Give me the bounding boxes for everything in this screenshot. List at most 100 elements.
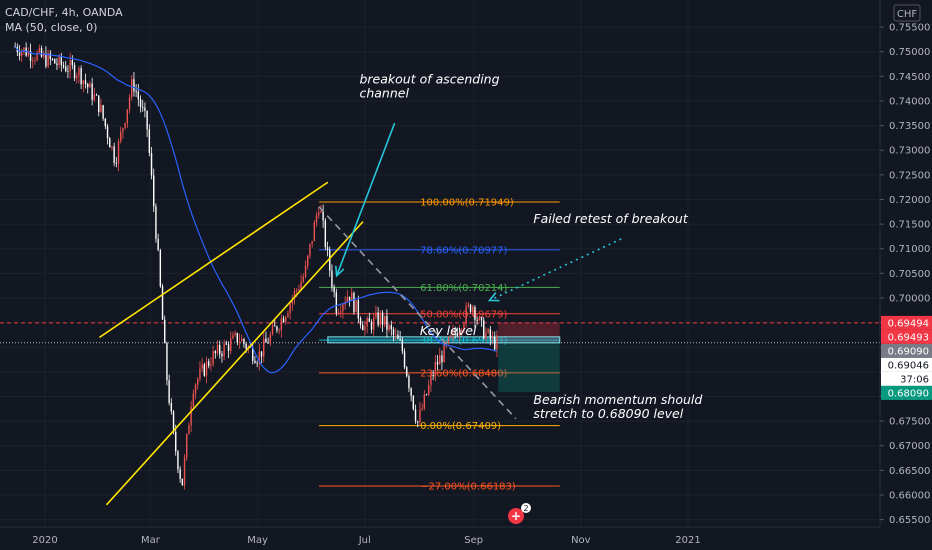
candle-body bbox=[153, 175, 155, 207]
candle-body bbox=[269, 334, 272, 344]
candle-body bbox=[439, 355, 441, 365]
channel-upper-line[interactable] bbox=[99, 181, 329, 339]
retest-arrow[interactable] bbox=[489, 238, 622, 302]
candle-body bbox=[263, 338, 265, 357]
candle-body bbox=[106, 126, 109, 139]
price-axis[interactable] bbox=[880, 0, 932, 550]
candle-body bbox=[146, 110, 148, 130]
candle-body bbox=[447, 336, 450, 343]
drawings[interactable] bbox=[99, 122, 622, 506]
currency-badge[interactable] bbox=[893, 4, 921, 22]
candle-body bbox=[177, 451, 179, 470]
candle-body bbox=[54, 59, 56, 64]
channel-lower-line[interactable] bbox=[105, 221, 364, 506]
candle-body bbox=[309, 244, 311, 256]
annotation-breakout[interactable]: breakout of ascending channel bbox=[359, 72, 499, 101]
candle-body bbox=[21, 50, 23, 56]
candle-body bbox=[302, 276, 305, 282]
candle-body bbox=[390, 325, 393, 330]
candle-body bbox=[494, 337, 496, 350]
candle-body bbox=[256, 362, 258, 364]
candle-body bbox=[399, 338, 401, 341]
candle-body bbox=[100, 105, 102, 112]
candle-body bbox=[142, 106, 144, 108]
breakout-arrow-head[interactable] bbox=[334, 265, 345, 278]
x-axis-ticks: 2020 Mar May Jul Sep Nov 2021 bbox=[32, 535, 700, 546]
breakout-arrow[interactable] bbox=[335, 122, 396, 277]
candle-body bbox=[150, 153, 153, 176]
candle-body bbox=[241, 338, 243, 342]
candle-body bbox=[282, 318, 285, 323]
candle-body bbox=[485, 332, 487, 339]
candle-body bbox=[434, 362, 437, 376]
candle-body bbox=[166, 343, 168, 381]
y-tick-label: 0.71500 bbox=[889, 220, 930, 231]
candle-body bbox=[478, 317, 481, 321]
candle-body bbox=[139, 99, 142, 107]
retest-arrow-head[interactable] bbox=[487, 292, 500, 302]
x-tick-label: Mar bbox=[141, 535, 161, 546]
candle-body bbox=[238, 341, 241, 343]
symbol-title[interactable]: CAD/CHF, 4h, OANDA bbox=[5, 6, 123, 19]
candle-body bbox=[243, 338, 245, 344]
candle-body bbox=[32, 60, 34, 62]
candle-body bbox=[179, 469, 181, 479]
y-tick-label: 0.70000 bbox=[889, 293, 930, 304]
time-axis[interactable] bbox=[0, 527, 880, 550]
candle-body bbox=[362, 324, 364, 331]
event-marker[interactable]: + 2 bbox=[508, 503, 531, 524]
candle-body bbox=[324, 220, 327, 248]
candle-body bbox=[443, 343, 445, 363]
candle-body bbox=[315, 215, 318, 223]
y-tick-label: 0.66000 bbox=[889, 490, 930, 501]
candle-body bbox=[98, 95, 100, 112]
candle-body bbox=[414, 409, 417, 422]
annotation-retest[interactable]: Failed retest of breakout bbox=[533, 211, 688, 226]
y-tick-label: 0.65500 bbox=[889, 515, 930, 526]
fibonacci-retracement[interactable]: 100.00%(0.71949) 78.60%(0.70977) 61.80%(0.… bbox=[0, 197, 880, 492]
price-tag bbox=[881, 371, 932, 386]
key-level-label[interactable]: Key level bbox=[420, 323, 477, 338]
candle-body bbox=[296, 290, 298, 291]
ma-legend[interactable]: MA (50, close, 0) bbox=[5, 21, 97, 34]
candle-body bbox=[406, 367, 408, 377]
candle-body bbox=[456, 333, 459, 336]
candle-body bbox=[234, 333, 236, 336]
target-box[interactable] bbox=[327, 322, 561, 393]
candle-body bbox=[480, 317, 483, 321]
y-tick-label: 0.75000 bbox=[889, 47, 930, 58]
fib-level-label: 23.60%(0.68480) bbox=[420, 368, 507, 379]
candle-body bbox=[161, 286, 164, 320]
candle-body bbox=[194, 384, 197, 394]
candle-body bbox=[260, 351, 263, 357]
candle-body bbox=[124, 123, 126, 129]
candle-body bbox=[186, 434, 188, 458]
candle-body bbox=[148, 129, 151, 154]
candle-body bbox=[357, 300, 360, 319]
candle-body bbox=[62, 65, 65, 67]
annotations[interactable]: breakout of ascending channel Failed retes… bbox=[359, 72, 702, 421]
candle-body bbox=[51, 59, 54, 60]
candle-body bbox=[58, 56, 60, 65]
descending-trendline[interactable] bbox=[318, 206, 517, 420]
candle-body bbox=[469, 304, 472, 312]
candle-body bbox=[311, 241, 313, 245]
candle-body bbox=[472, 306, 474, 312]
candle-body bbox=[392, 329, 395, 335]
candle-body bbox=[355, 300, 357, 313]
candle-body bbox=[144, 107, 146, 111]
fib-level-label: 38.20%(0.69143) bbox=[420, 336, 507, 347]
price-tag bbox=[881, 315, 932, 330]
candle-body bbox=[291, 298, 294, 304]
candle-body bbox=[353, 292, 355, 313]
candle-body bbox=[49, 53, 52, 60]
target-zone bbox=[498, 342, 560, 393]
chart-background bbox=[0, 0, 880, 527]
candle-body bbox=[467, 304, 470, 307]
annotation-bearish[interactable]: Bearish momentum should stretch to 0.6809… bbox=[533, 392, 702, 421]
candle-body bbox=[201, 364, 203, 369]
candle-body bbox=[67, 71, 69, 73]
fib-level-label: −27.00%(0.66183) bbox=[420, 481, 516, 492]
candle-body bbox=[452, 330, 454, 336]
